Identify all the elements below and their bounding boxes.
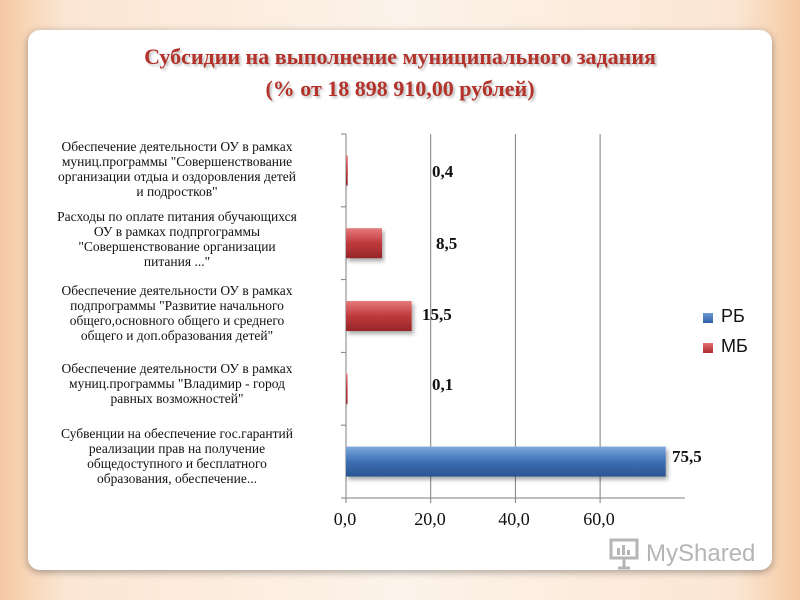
data-label: 0,4 [432, 162, 454, 181]
legend-label: РБ [721, 306, 745, 326]
legend-label: МБ [721, 336, 748, 356]
data-label: 8,5 [436, 234, 458, 253]
chart-subtitle: (% от 18 898 910,00 рублей) [265, 76, 535, 101]
x-tick-label: 40,0 [498, 509, 530, 529]
x-tick-label: 60,0 [583, 509, 615, 529]
category-label: Обеспечение деятельности ОУ в рамках муни… [61, 361, 293, 406]
x-tick-label: 20,0 [414, 509, 446, 529]
data-label: 15,5 [422, 305, 452, 324]
category-label: Обеспечение деятельности ОУ в рамках муни… [58, 139, 296, 199]
data-label: 0,1 [432, 375, 454, 394]
category-label: Субвенции на обеспечение гос.гарантий реа… [61, 426, 293, 486]
slide-panel [28, 30, 772, 570]
data-label: 75,5 [672, 447, 702, 466]
category-label: Обеспечение деятельности ОУ в рамках подп… [61, 283, 293, 343]
category-label: Расходы по оплате питания обучающихся ОУ … [57, 209, 297, 269]
legend-swatch-icon [703, 313, 713, 323]
watermark-text: MyShared [646, 540, 756, 567]
legend-swatch-icon [703, 343, 713, 353]
x-tick-label: 0,0 [333, 509, 357, 529]
chart-title: Субсидии на выполнение муниципального за… [144, 44, 656, 69]
presentation-board-icon [609, 538, 639, 570]
